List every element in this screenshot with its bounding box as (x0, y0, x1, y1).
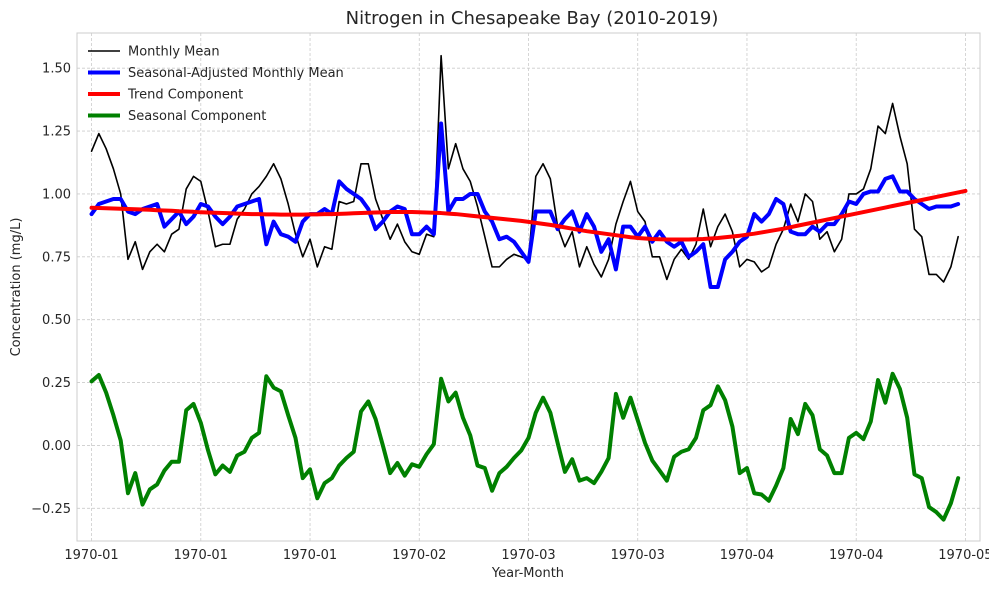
y-tick-label: 1.25 (42, 125, 71, 140)
seasonal-component-line (89, 371, 961, 522)
y-axis-label: Concentration (mg/L) (9, 218, 24, 357)
legend-entry-label: Trend Component (127, 88, 243, 103)
y-tick-label: −0.25 (31, 502, 71, 517)
grid (77, 33, 980, 541)
x-tick-label: 1970-03 (611, 548, 665, 563)
x-tick-label: 1970-01 (64, 548, 118, 563)
y-tick-label: 0.75 (42, 250, 71, 265)
y-tick-label: 1.00 (42, 187, 71, 202)
y-tick-label: 0.50 (42, 313, 71, 328)
plot-frame (76, 32, 981, 542)
trend-line (89, 188, 968, 242)
x-tick-label: 1970-04 (829, 548, 883, 563)
y-tick-labels: −0.25 0.00 0.25 0.50 0.75 1.00 1.25 1.50 (31, 62, 71, 517)
x-tick-label: 1970-05 (938, 548, 989, 563)
y-tick-label: 0.25 (42, 376, 71, 391)
x-tick-labels: 1970-01 1970-01 1970-01 1970-02 1970-03 1970-… (64, 548, 989, 563)
x-tick-label: 1970-03 (501, 548, 555, 563)
y-tick-label: 1.50 (42, 62, 71, 77)
y-tick-label: 0.00 (42, 439, 71, 454)
legend: Monthly Mean Seasonal-Adjusted Monthly Me… (88, 45, 344, 124)
series-group (89, 54, 968, 522)
x-tick-label: 1970-02 (392, 548, 446, 563)
x-tick-label: 1970-04 (720, 548, 774, 563)
x-tick-label: 1970-01 (283, 548, 337, 563)
x-axis-label: Year-Month (491, 566, 564, 581)
legend-entry-label: Monthly Mean (128, 45, 220, 60)
legend-entry-label: Seasonal Component (128, 109, 266, 124)
x-tick-label: 1970-01 (174, 548, 228, 563)
legend-entry-label: Seasonal-Adjusted Monthly Mean (128, 66, 344, 81)
seasonal-adjusted-line (89, 121, 961, 289)
chart-title: Nitrogen in Chesapeake Bay (2010-2019) (346, 8, 719, 29)
